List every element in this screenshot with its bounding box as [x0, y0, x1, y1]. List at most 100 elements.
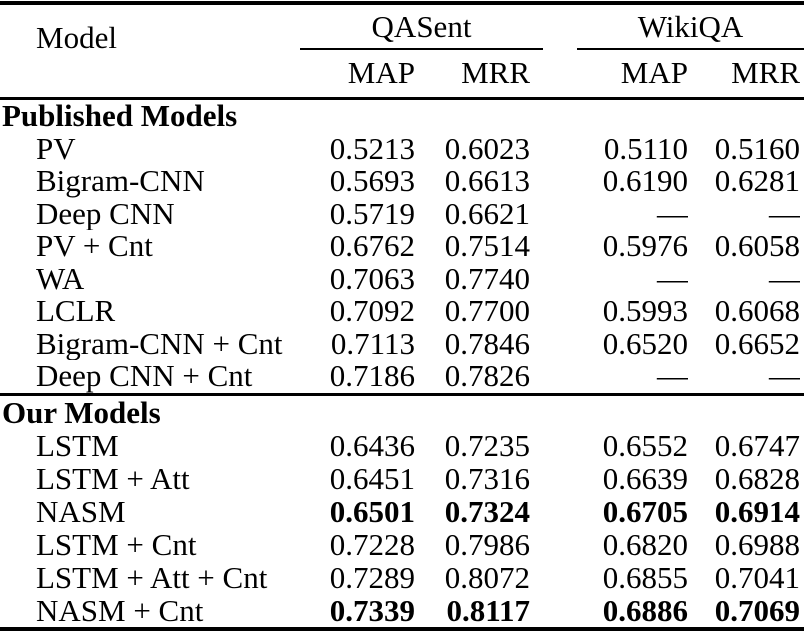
metric-cell: 0.6023: [444, 132, 530, 165]
cmidrule-wikiqa: [577, 48, 804, 50]
table-row: Deep CNN 0.5719 0.6621 — —: [0, 198, 804, 231]
metric-cell: 0.6820: [602, 528, 688, 561]
metric-cell: 0.6436: [329, 429, 415, 462]
metric-cell: 0.8117: [446, 594, 530, 627]
metric-cell: 0.6621: [444, 197, 530, 230]
metric-cell: 0.7316: [444, 462, 530, 495]
subheader-qasent-map: MAP: [347, 55, 415, 90]
metric-cell: 0.6652: [714, 327, 800, 360]
metric-cell: 0.5693: [329, 165, 415, 198]
metric-cell: 0.7339: [329, 594, 415, 627]
model-name-cell: Deep CNN: [36, 197, 175, 230]
model-name-cell: LCLR: [36, 295, 116, 328]
group-header-qasent: QASent: [371, 9, 472, 44]
table-row: Deep CNN + Cnt 0.7186 0.7826 — —: [0, 360, 804, 393]
metric-cell: —: [769, 197, 800, 230]
model-name-cell: LSTM + Cnt: [36, 528, 197, 561]
metric-cell: 0.7228: [329, 528, 415, 561]
group-header-wikiqa: WikiQA: [637, 9, 744, 44]
section-our-models: Our Models LSTM 0.6436 0.7235 0.6552 0.6…: [0, 396, 804, 627]
table-row: LSTM + Att + Cnt 0.7289 0.8072 0.6855 0.…: [0, 561, 804, 594]
metric-cell: 0.6886: [602, 594, 688, 627]
model-name-cell: Bigram-CNN: [36, 165, 205, 198]
metric-cell: 0.7826: [444, 360, 530, 393]
metric-cell: 0.7324: [444, 495, 530, 528]
section-published-models: Published Models PV 0.5213 0.6023 0.5110…: [0, 98, 804, 393]
metric-cell: —: [657, 360, 688, 393]
metric-cell: 0.7846: [444, 327, 530, 360]
metric-cell: —: [769, 360, 800, 393]
subheader-row: MAP MRR MAP MRR: [0, 52, 804, 94]
metric-cell: 0.6855: [602, 561, 688, 594]
metric-cell: 0.6988: [714, 528, 800, 561]
table-row: PV + Cnt 0.6762 0.7514 0.5976 0.6058: [0, 230, 804, 263]
metric-cell: 0.6914: [714, 495, 800, 528]
model-name-cell: LSTM + Att + Cnt: [36, 561, 268, 594]
metric-cell: —: [769, 262, 800, 295]
metric-cell: 0.6190: [602, 165, 688, 198]
model-name-cell: LSTM: [36, 429, 119, 462]
metric-cell: —: [657, 262, 688, 295]
metric-cell: 0.7063: [329, 262, 415, 295]
model-name-cell: NASM + Cnt: [36, 594, 204, 627]
table-row: NASM 0.6501 0.7324 0.6705 0.6914: [0, 495, 804, 528]
rule-bottom: [0, 627, 804, 631]
metric-cell: 0.7740: [444, 262, 530, 295]
subheader-qasent-mrr: MRR: [461, 55, 530, 90]
metric-cell: 0.5213: [329, 132, 415, 165]
subheader-spacer: [0, 52, 300, 94]
metric-cell: 0.5993: [602, 295, 688, 328]
model-name-cell: WA: [36, 262, 85, 295]
metric-cell: 0.8072: [444, 561, 530, 594]
model-name-cell: PV + Cnt: [36, 230, 153, 263]
cmidrule-qasent: [300, 48, 543, 50]
rule-below-header: [0, 97, 804, 100]
metric-cell: 0.6639: [602, 462, 688, 495]
section-title: Our Models: [2, 395, 161, 430]
metric-cell: 0.6068: [714, 295, 800, 328]
metric-cell: 0.6747: [714, 429, 800, 462]
column-header-model: Model: [36, 20, 117, 55]
model-name-cell: NASM: [36, 495, 126, 528]
model-name-cell: Deep CNN + Cnt: [36, 360, 253, 393]
metric-cell: 0.7041: [714, 561, 800, 594]
metric-cell: 0.7186: [329, 360, 415, 393]
metric-cell: 0.6451: [329, 462, 415, 495]
metric-cell: 0.5110: [603, 132, 688, 165]
model-name-cell: LSTM + Att: [36, 462, 190, 495]
metric-cell: 0.6613: [444, 165, 530, 198]
table-row: NASM + Cnt 0.7339 0.8117 0.6886 0.7069: [0, 594, 804, 627]
table-row: Bigram-CNN + Cnt 0.7113 0.7846 0.6520 0.…: [0, 328, 804, 361]
section-title: Published Models: [2, 98, 238, 133]
metric-cell: 0.7069: [714, 594, 800, 627]
table-row: WA 0.7063 0.7740 — —: [0, 263, 804, 296]
subheader-wikiqa-mrr: MRR: [731, 55, 800, 90]
metric-cell: 0.7700: [444, 295, 530, 328]
model-name-cell: PV: [36, 132, 76, 165]
metric-cell: 0.6552: [602, 429, 688, 462]
metric-cell: 0.6828: [714, 462, 800, 495]
metric-cell: —: [657, 197, 688, 230]
metric-cell: 0.7514: [444, 230, 530, 263]
metric-cell: 0.7289: [329, 561, 415, 594]
table-row: LCLR 0.7092 0.7700 0.5993 0.6068: [0, 295, 804, 328]
model-name-cell: Bigram-CNN + Cnt: [36, 327, 283, 360]
metric-cell: 0.6762: [329, 230, 415, 263]
metric-cell: 0.7986: [444, 528, 530, 561]
rule-top: [0, 1, 804, 5]
table-row: LSTM + Cnt 0.7228 0.7986 0.6820 0.6988: [0, 528, 804, 561]
metric-cell: 0.7113: [330, 327, 415, 360]
subheader-wikiqa-map: MAP: [620, 55, 688, 90]
metric-cell: 0.7235: [444, 429, 530, 462]
metric-cell: 0.6058: [714, 230, 800, 263]
table-row: LSTM + Att 0.6451 0.7316 0.6639 0.6828: [0, 462, 804, 495]
metric-cell: 0.6705: [602, 495, 688, 528]
table-row: Bigram-CNN 0.5693 0.6613 0.6190 0.6281: [0, 165, 804, 198]
metric-cell: 0.6501: [329, 495, 415, 528]
metric-cell: 0.5160: [714, 132, 800, 165]
metric-cell: 0.6520: [602, 327, 688, 360]
rule-between-sections: [0, 393, 804, 396]
table-row: LSTM 0.6436 0.7235 0.6552 0.6747: [0, 429, 804, 462]
metric-cell: 0.7092: [329, 295, 415, 328]
